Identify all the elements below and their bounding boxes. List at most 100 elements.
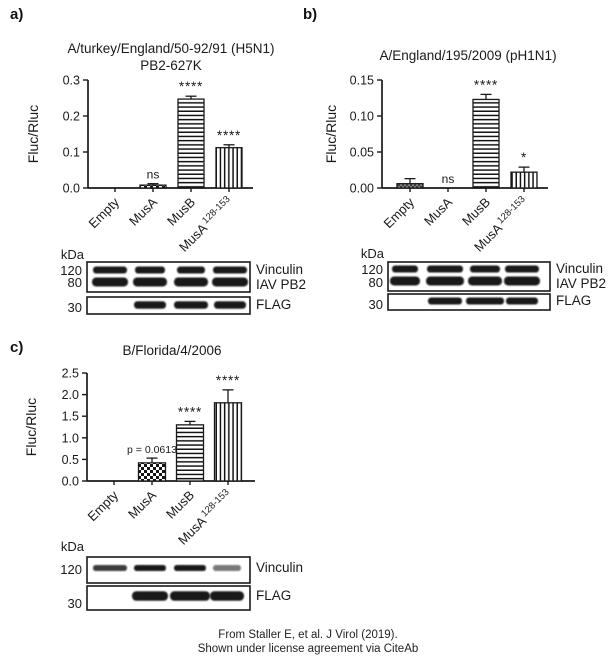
kda-marker-label: 30 xyxy=(68,300,82,315)
protein-band xyxy=(174,301,208,309)
y-tick-label: 0.0 xyxy=(62,475,79,489)
significance-label: **** xyxy=(216,373,240,388)
protein-band xyxy=(170,591,210,601)
y-tick-label: 0.0 xyxy=(63,182,80,196)
y-tick-label: 0.2 xyxy=(63,110,80,124)
x-category-superscript: 128-153 xyxy=(198,487,232,521)
bar xyxy=(175,424,205,482)
bar xyxy=(139,184,167,189)
protein-band xyxy=(133,277,167,287)
kda-marker-label: 30 xyxy=(369,297,383,312)
protein-band xyxy=(506,297,538,305)
protein-band xyxy=(134,301,166,309)
chart-title: A/England/195/2009 (pH1N1) xyxy=(379,48,556,63)
protein-band xyxy=(505,265,539,273)
bar xyxy=(177,98,205,189)
blot-target-label: Vinculin xyxy=(256,262,303,277)
protein-band xyxy=(93,266,127,274)
y-tick-label: 1.0 xyxy=(62,431,79,445)
chart-c: B/Florida/4/2006 Fluc/Rluc 0.0 0.5 1.0 1.5 2.0… xyxy=(23,343,255,548)
y-tick-label: 0.3 xyxy=(63,74,80,88)
protein-band xyxy=(428,297,462,305)
kda-marker-label: 120 xyxy=(60,562,82,577)
kda-unit-label: kDa xyxy=(61,539,85,554)
blot-c: kDa 120 Vinculin 30 FLAG xyxy=(60,539,303,611)
blot-target-label: FLAG xyxy=(556,293,591,308)
x-category-label: Empty xyxy=(85,194,122,231)
y-tick-label: 0.05 xyxy=(350,146,374,160)
protein-band xyxy=(177,266,205,274)
significance-label: ns xyxy=(147,168,160,182)
chart-title: PB2-627K xyxy=(140,58,202,73)
panel-a-label: a) xyxy=(10,6,24,23)
y-tick-label: 2.5 xyxy=(62,367,79,381)
y-tick-label: 1.5 xyxy=(62,410,79,424)
x-category-superscript: 128-153 xyxy=(199,194,233,228)
protein-band xyxy=(213,266,247,274)
protein-band xyxy=(212,277,248,287)
y-tick-label: 0.5 xyxy=(62,453,79,467)
protein-band xyxy=(504,276,540,286)
blot-target-label: Vinculin xyxy=(256,560,303,575)
kda-marker-label: 120 xyxy=(60,263,82,278)
protein-band xyxy=(92,277,128,287)
y-axis-label: Fluc/Rluc xyxy=(23,398,39,456)
significance-label: ns xyxy=(442,172,455,186)
y-tick-label: 0.10 xyxy=(350,110,374,124)
x-category-label: Empty xyxy=(380,194,417,231)
caption-line-2: Shown under license agreement via CiteAb xyxy=(197,642,419,655)
x-category-label: MusA xyxy=(125,487,159,521)
caption: From Staller E, et al. J Virol (2019). S… xyxy=(0,629,616,656)
x-category-label: MusB xyxy=(459,195,493,229)
kda-marker-label: 120 xyxy=(361,262,383,277)
bar xyxy=(137,462,167,482)
protein-band xyxy=(214,301,246,309)
blot-target-label: IAV PB2 xyxy=(556,276,606,291)
kda-marker-label: 80 xyxy=(68,275,82,290)
kda-unit-label: kDa xyxy=(361,246,385,261)
blot-target-label: FLAG xyxy=(256,588,291,603)
x-category-label: MusB xyxy=(163,488,197,522)
protein-band xyxy=(93,565,127,571)
kda-unit-label: kDa xyxy=(61,247,85,262)
protein-band xyxy=(213,565,241,571)
caption-line-1: From Staller E, et al. J Virol (2019). xyxy=(218,629,398,641)
protein-band xyxy=(466,297,504,305)
x-category-label: MusB xyxy=(164,195,198,229)
significance-label: **** xyxy=(474,77,498,92)
protein-band xyxy=(135,266,165,274)
protein-band xyxy=(134,565,166,571)
y-tick-label: 0.1 xyxy=(63,146,80,160)
chart-title: A/turkey/England/50-92/91 (H5N1) xyxy=(67,41,274,56)
protein-band xyxy=(468,276,502,286)
blot-target-label: IAV PB2 xyxy=(256,277,306,292)
y-tick-label: 2.0 xyxy=(62,388,79,402)
bar xyxy=(215,147,243,189)
protein-band xyxy=(470,265,500,273)
blot-target-label: FLAG xyxy=(256,297,291,312)
significance-label: **** xyxy=(217,128,241,143)
protein-band xyxy=(210,591,244,601)
bar xyxy=(472,98,500,189)
x-category-label: MusA xyxy=(421,194,455,228)
chart-title: B/Florida/4/2006 xyxy=(122,343,221,358)
bar xyxy=(100,480,128,481)
protein-band xyxy=(174,277,208,287)
protein-band xyxy=(390,276,420,286)
significance-label: p = 0.0613 xyxy=(127,444,177,456)
y-tick-label: 0.15 xyxy=(350,74,374,88)
kda-marker-label: 80 xyxy=(369,275,383,290)
panel-b-label: b) xyxy=(303,6,318,23)
significance-label: * xyxy=(521,150,527,165)
y-axis-label: Fluc/Rluc xyxy=(323,105,339,163)
protein-band xyxy=(392,265,418,273)
x-category-label: Empty xyxy=(84,487,121,524)
membrane-box xyxy=(86,296,251,315)
protein-band xyxy=(132,591,168,601)
protein-band xyxy=(427,265,463,273)
y-tick-label: 0.00 xyxy=(350,182,374,196)
y-axis-label: Fluc/Rluc xyxy=(25,105,41,163)
